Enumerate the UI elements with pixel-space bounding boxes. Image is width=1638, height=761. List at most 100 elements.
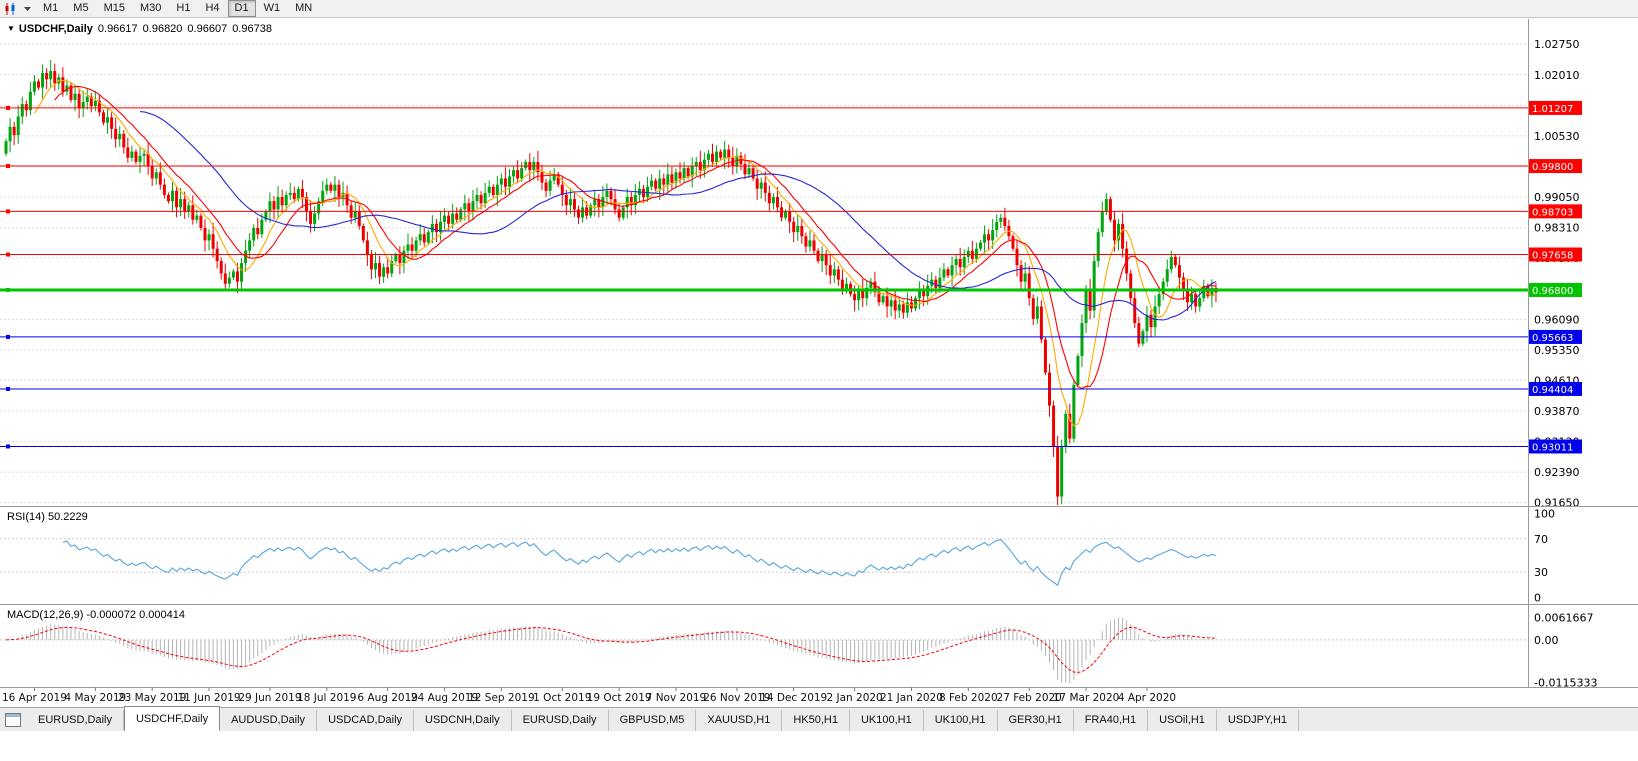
date-label: 12 Sep 2019 <box>468 692 535 704</box>
rsi-tick-label: 30 <box>1534 566 1548 579</box>
hline-handle[interactable] <box>6 209 10 214</box>
date-label: 7 Nov 2019 <box>646 692 707 704</box>
chart-tab-USDCNH-Daily[interactable]: USDCNH,Daily <box>414 710 512 731</box>
date-label: 17 Mar 2020 <box>1053 692 1120 704</box>
chart-tab-GBPUSD-M5[interactable]: GBPUSD,M5 <box>608 710 697 731</box>
price-level-box <box>1528 439 1582 454</box>
rsi-line <box>62 539 1217 586</box>
date-label: 2 Jan 2020 <box>826 692 882 704</box>
price-level-box <box>1528 329 1582 344</box>
date-label: 1 Oct 2019 <box>533 692 591 704</box>
chart-collapse-icon[interactable]: ▼ <box>7 24 15 33</box>
date-label: 11 Jun 2019 <box>177 692 240 704</box>
macd-tick-label: 0.0061667 <box>1534 611 1594 624</box>
chart-area: 1.027501.020101.012701.005300.997900.990… <box>0 19 1638 707</box>
chart-tab-FRA40-H1[interactable]: FRA40,H1 <box>1073 710 1149 731</box>
chart-tab-USDCAD-Daily[interactable]: USDCAD,Daily <box>317 710 415 731</box>
rsi-tick-label: 0 <box>1534 591 1541 604</box>
date-label: 26 Nov 2019 <box>703 692 770 704</box>
price-tick-label: 0.95350 <box>1534 344 1580 357</box>
hline-handle[interactable] <box>6 164 10 169</box>
rsi-tick-label: 70 <box>1534 533 1548 546</box>
date-label: 6 Aug 2019 <box>357 692 418 704</box>
price-tick-label: 0.92390 <box>1534 466 1580 479</box>
hline-handle[interactable] <box>6 334 10 339</box>
chart-symbol-period: USDCHF,Daily <box>18 23 93 35</box>
dropdown-caret-icon[interactable] <box>23 4 32 13</box>
timeframe-button-m1[interactable]: M1 <box>43 2 59 14</box>
price-level-label: 0.96800 <box>1532 286 1573 297</box>
date-label: 21 Jan 2020 <box>880 692 943 704</box>
price-tick-label: 0.98310 <box>1534 222 1580 235</box>
timeframe-buttons: M1 M5 M15 M30 H1 H4 D1 W1 MN <box>36 0 320 17</box>
price-tick-label: 0.99050 <box>1534 191 1580 204</box>
timeframe-button-mn[interactable]: MN <box>295 2 313 14</box>
hline-handle[interactable] <box>6 444 10 449</box>
price-level-label: 1.01207 <box>1532 104 1573 115</box>
chart-tab-bar: EURUSD,Daily USDCHF,Daily AUDUSD,Daily USDC… <box>0 706 1638 731</box>
ohlc-high: 0.96820 <box>142 23 183 35</box>
hline-handle[interactable] <box>6 287 10 292</box>
status-area <box>0 731 1638 761</box>
price-tick-label: 1.02750 <box>1534 38 1580 51</box>
ma-34-line <box>139 110 1217 321</box>
chart-tab-USDJPY-H1[interactable]: USDJPY,H1 <box>1216 710 1300 731</box>
price-level-box <box>1528 159 1582 174</box>
price-level-label: 0.94404 <box>1532 385 1573 396</box>
chart-tab-UK100-H1[interactable]: UK100,H1 <box>849 710 924 731</box>
chart-tab-UK100-H1[interactable]: UK100,H1 <box>923 710 998 731</box>
chart-tab-AUDUSD-Daily[interactable]: AUDUSD,Daily <box>220 710 318 731</box>
ma-8-line <box>33 80 1217 427</box>
date-label: 4 Apr 2020 <box>1118 692 1176 704</box>
price-level-label: 0.98703 <box>1532 207 1573 218</box>
price-level-label: 0.99800 <box>1532 162 1573 173</box>
chart-tab-USDCHF-Daily[interactable]: USDCHF,Daily <box>123 706 221 731</box>
timeframe-button-h4[interactable]: H4 <box>205 2 220 14</box>
chart-tab-GER30-H1[interactable]: GER30,H1 <box>997 710 1074 731</box>
timeframe-button-h1[interactable]: H1 <box>176 2 191 14</box>
hline-handle[interactable] <box>6 105 10 110</box>
price-tick-label: 0.93870 <box>1534 405 1580 418</box>
candlestick-chart-icon[interactable] <box>3 2 19 15</box>
price-level-box <box>1528 247 1582 262</box>
hline-handle[interactable] <box>6 386 10 391</box>
chart-tabs: EURUSD,Daily USDCHF,Daily AUDUSD,Daily USDC… <box>27 706 1300 731</box>
date-label: 24 Aug 2019 <box>411 692 478 704</box>
price-level-box <box>1528 100 1582 115</box>
ohlc-open: 0.96617 <box>97 23 138 35</box>
date-label: 23 May 2019 <box>118 692 186 704</box>
price-tick-label: 1.00530 <box>1534 130 1580 143</box>
date-label: 29 Jun 2019 <box>238 692 301 704</box>
date-label: 8 Feb 2020 <box>939 692 998 704</box>
price-level-label: 0.95663 <box>1532 333 1573 344</box>
ma-13-line <box>54 85 1217 390</box>
chart-tab-EURUSD-Daily[interactable]: EURUSD,Daily <box>27 710 124 731</box>
price-level-box <box>1528 204 1582 219</box>
chart-tab-EURUSD-Daily[interactable]: EURUSD,Daily <box>511 710 609 731</box>
rsi-tick-label: 100 <box>1534 508 1555 521</box>
chart-canvas[interactable]: 1.027501.020101.012701.005300.997900.990… <box>0 19 1638 707</box>
price-level-label: 0.97658 <box>1532 251 1573 262</box>
chart-tab-USOil-H1[interactable]: USOil,H1 <box>1148 710 1217 731</box>
macd-title: MACD(12,26,9) -0.000072 0.000414 <box>7 609 185 621</box>
price-level-box <box>1528 282 1582 297</box>
chart-tab-HK50-H1[interactable]: HK50,H1 <box>782 710 850 731</box>
date-label: 19 Oct 2019 <box>587 692 652 704</box>
timeframe-button-m5[interactable]: M5 <box>73 2 89 14</box>
price-level-box <box>1528 381 1582 396</box>
chart-tab-XAUUSD-H1[interactable]: XAUUSD,H1 <box>696 710 783 731</box>
timeframe-toolbar: M1 M5 M15 M30 H1 H4 D1 W1 MN <box>0 0 1638 18</box>
date-label: 16 Apr 2019 <box>2 692 67 704</box>
date-label: 18 Jul 2019 <box>297 692 356 704</box>
chart-windows-icon[interactable] <box>5 713 21 727</box>
timeframe-button-w1[interactable]: W1 <box>263 2 281 14</box>
timeframe-button-m30[interactable]: M30 <box>139 2 162 14</box>
timeframe-button-m15[interactable]: M15 <box>103 2 125 14</box>
price-tick-label: 0.96090 <box>1534 313 1580 326</box>
rsi-title: RSI(14) 50.2229 <box>7 511 88 523</box>
hline-handle[interactable] <box>6 252 10 257</box>
ohlc-low: 0.96607 <box>187 23 228 35</box>
timeframe-button-d1[interactable]: D1 <box>227 0 256 17</box>
